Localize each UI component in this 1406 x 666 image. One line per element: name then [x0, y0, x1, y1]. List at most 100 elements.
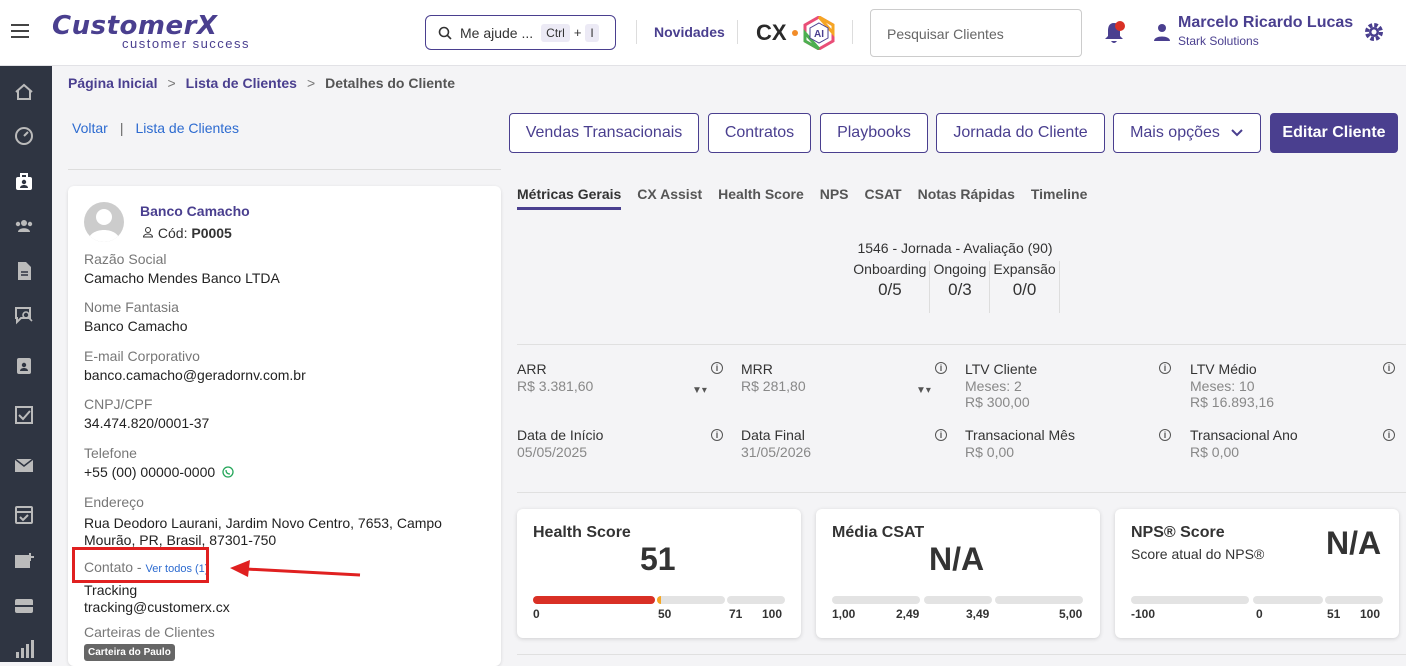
field-value: banco.camacho@geradornv.com.br	[84, 367, 306, 383]
field-label: Telefone	[84, 445, 137, 461]
metric-value: R$ 0,00	[1190, 444, 1240, 460]
editar-cliente-button[interactable]: Editar Cliente	[1270, 113, 1398, 153]
bar-label: 71	[729, 607, 743, 621]
button-label: Jornada do Cliente	[953, 124, 1088, 141]
csat-value: N/A	[929, 541, 985, 577]
tab-notas-rapidas[interactable]: Notas Rápidas	[917, 186, 1015, 202]
user-name: Marcelo Ricardo Lucas	[1178, 14, 1354, 31]
jornada-col-value: 0/5	[878, 280, 902, 299]
help-search-box[interactable]: Me ajude ... Ctrl + I	[425, 15, 616, 50]
divider	[68, 169, 501, 170]
ticket-icon[interactable]	[13, 595, 35, 617]
tab-cx-assist[interactable]: CX Assist	[637, 186, 703, 202]
nps-bar-3	[1325, 596, 1383, 604]
button-label: Vendas Transacionais	[525, 124, 683, 141]
jornada-cliente-button[interactable]: Jornada do Cliente	[936, 113, 1105, 153]
filter-icon[interactable]: ▼▾	[916, 385, 931, 396]
info-icon[interactable]: i	[1159, 429, 1171, 441]
info-icon[interactable]: i	[1159, 362, 1171, 374]
button-label: Contratos	[724, 124, 795, 141]
field-value: Rua Deodoro Laurani, Jardim Novo Centro,…	[84, 515, 442, 531]
metric-title: MRR	[741, 361, 773, 377]
info-icon[interactable]: i	[711, 362, 723, 374]
search-chat-icon[interactable]	[13, 304, 35, 326]
tabs: Métricas Gerais CX Assist Health Score N…	[517, 186, 1103, 210]
notification-bell-icon[interactable]	[1102, 20, 1126, 46]
field-value: +55 (00) 00000-0000	[84, 464, 234, 481]
info-icon[interactable]: i	[1383, 362, 1395, 374]
tab-nps[interactable]: NPS	[819, 186, 849, 202]
cx-text: CX	[756, 20, 787, 45]
clients-icon[interactable]	[13, 171, 35, 193]
add-box-icon[interactable]	[13, 550, 35, 572]
client-search-input[interactable]: Pesquisar Clientes	[870, 9, 1082, 57]
csat-bar-2	[924, 596, 992, 604]
client-code: Cód: P0005	[142, 225, 232, 241]
field-value: Banco Camacho	[84, 318, 188, 334]
menu-icon[interactable]	[11, 24, 29, 38]
metric-title: Transacional Mês	[965, 427, 1075, 443]
user-menu[interactable]: Marcelo Ricardo Lucas Stark Solutions	[1152, 14, 1353, 48]
button-label: Editar Cliente	[1282, 124, 1386, 141]
breadcrumb-home[interactable]: Página Inicial	[68, 75, 158, 91]
field-label: Endereço	[84, 494, 144, 510]
client-list-link[interactable]: Lista de Clientes	[135, 120, 239, 136]
whatsapp-icon[interactable]	[222, 466, 234, 478]
cx-ai-button[interactable]: CX AI	[756, 16, 835, 50]
info-icon[interactable]: i	[711, 429, 723, 441]
divider	[517, 654, 1406, 655]
nps-card[interactable]: NPS® Score Score atual do NPS® N/A -100 …	[1115, 509, 1399, 638]
info-icon[interactable]: i	[935, 362, 947, 374]
jornada-col-header: Ongoing	[933, 261, 987, 277]
tab-health-score[interactable]: Health Score	[718, 186, 804, 202]
document-icon[interactable]	[13, 260, 35, 282]
novidades-link[interactable]: Novidades	[654, 24, 725, 40]
clipboard-icon[interactable]	[13, 354, 35, 376]
divider	[636, 20, 637, 44]
button-label: Mais opções	[1130, 124, 1220, 141]
bar-label: 0	[1256, 607, 1263, 621]
info-icon[interactable]: i	[1383, 429, 1395, 441]
tab-timeline[interactable]: Timeline	[1030, 186, 1088, 202]
health-score-card[interactable]: Health Score 51 0 50 71 100	[517, 509, 801, 638]
mais-opcoes-button[interactable]: Mais opções	[1113, 113, 1261, 153]
metric-transacional-mes: Transacional Mês R$ 0,00	[965, 427, 1175, 460]
breadcrumb-list[interactable]: Lista de Clientes	[185, 75, 297, 91]
code-label: Cód:	[157, 225, 188, 241]
client-search-placeholder: Pesquisar Clientes	[887, 26, 1004, 42]
bar-label: 2,49	[896, 607, 920, 621]
client-info-card: Banco Camacho Cód: P0005 Razão Social Ca…	[68, 186, 501, 666]
mail-icon[interactable]	[13, 454, 35, 476]
gear-icon[interactable]	[1362, 20, 1386, 44]
back-link[interactable]: Voltar	[72, 120, 108, 136]
tab-csat[interactable]: CSAT	[864, 186, 902, 202]
metric-data-inicio: Data de Início 05/05/2025	[517, 427, 727, 460]
logo[interactable]: CustomerX customer success	[52, 13, 250, 50]
telefone-field: Telefone +55 (00) 00000-0000	[84, 445, 234, 481]
playbooks-button[interactable]: Playbooks	[820, 113, 928, 153]
health-bar-yellow	[657, 596, 725, 604]
ver-todos-link[interactable]: Ver todos (1)	[145, 563, 209, 575]
ai-hexagon-icon: AI	[803, 16, 835, 50]
metric-title: LTV Cliente	[965, 361, 1038, 377]
csat-card[interactable]: Média CSAT N/A 1,00 2,49 3,49 5,00	[816, 509, 1100, 638]
calendar-icon[interactable]	[13, 503, 35, 525]
home-icon[interactable]	[13, 81, 35, 103]
tab-metricas-gerais[interactable]: Métricas Gerais	[517, 186, 622, 210]
info-icon[interactable]: i	[935, 429, 947, 441]
client-name[interactable]: Banco Camacho	[140, 203, 250, 219]
contratos-button[interactable]: Contratos	[708, 113, 811, 153]
vendas-transacionais-button[interactable]: Vendas Transacionais	[509, 113, 699, 153]
dashboard-icon[interactable]	[13, 125, 35, 147]
breadcrumb-separator: >	[306, 75, 316, 91]
nps-bar-1	[1131, 596, 1249, 604]
carteira-tag[interactable]: Carteira do Paulo	[84, 644, 175, 661]
checkbox-icon[interactable]	[13, 404, 35, 426]
chevron-down-icon	[1231, 129, 1243, 137]
filter-icon[interactable]: ▼▾	[692, 385, 707, 396]
users-icon[interactable]	[13, 215, 35, 237]
metric-title: LTV Médio	[1190, 361, 1257, 377]
health-bar-red	[533, 596, 655, 604]
metric-title: Data Final	[741, 427, 805, 443]
chart-icon[interactable]	[13, 638, 35, 660]
